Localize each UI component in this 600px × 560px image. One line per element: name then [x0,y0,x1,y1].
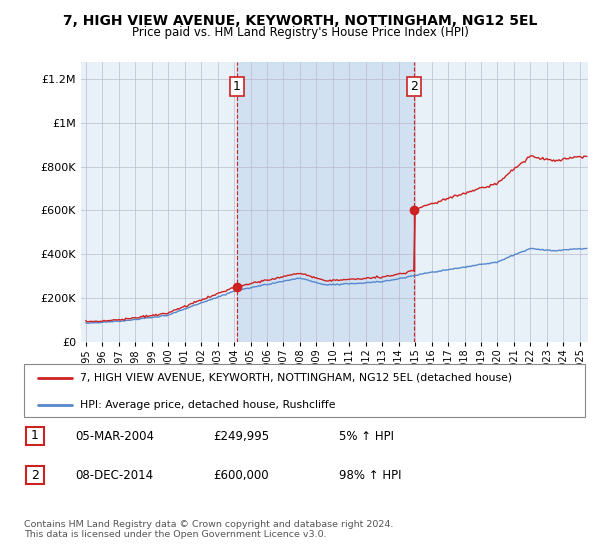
Text: 08-DEC-2014: 08-DEC-2014 [75,469,153,482]
Text: 2: 2 [410,80,418,94]
Text: 7, HIGH VIEW AVENUE, KEYWORTH, NOTTINGHAM, NG12 5EL: 7, HIGH VIEW AVENUE, KEYWORTH, NOTTINGHA… [63,14,537,28]
Text: £249,995: £249,995 [213,430,269,443]
Text: 05-MAR-2004: 05-MAR-2004 [75,430,154,443]
FancyBboxPatch shape [26,427,44,445]
Text: 2: 2 [31,469,39,482]
FancyBboxPatch shape [24,364,585,417]
Text: 5% ↑ HPI: 5% ↑ HPI [339,430,394,443]
Text: Price paid vs. HM Land Registry's House Price Index (HPI): Price paid vs. HM Land Registry's House … [131,26,469,39]
Text: 7, HIGH VIEW AVENUE, KEYWORTH, NOTTINGHAM, NG12 5EL (detached house): 7, HIGH VIEW AVENUE, KEYWORTH, NOTTINGHA… [80,373,512,383]
Text: 1: 1 [31,430,39,442]
Text: HPI: Average price, detached house, Rushcliffe: HPI: Average price, detached house, Rush… [80,400,335,410]
Text: Contains HM Land Registry data © Crown copyright and database right 2024.
This d: Contains HM Land Registry data © Crown c… [24,520,394,539]
Text: 98% ↑ HPI: 98% ↑ HPI [339,469,401,482]
Bar [237,62,414,342]
Text: 1: 1 [233,80,241,94]
FancyBboxPatch shape [26,466,44,484]
Text: £600,000: £600,000 [213,469,269,482]
